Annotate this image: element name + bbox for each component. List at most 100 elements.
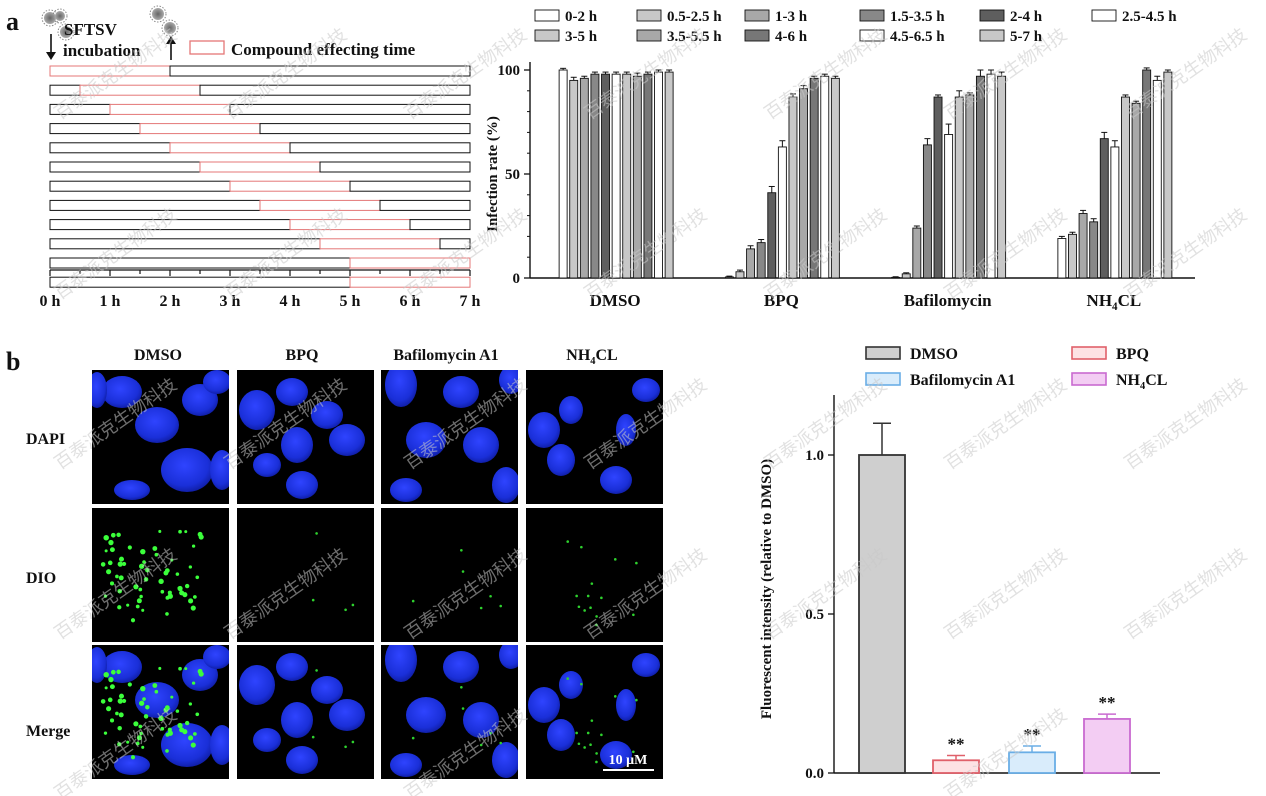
- fluorescent-puncta: [106, 569, 112, 575]
- fluorescent-puncta: [344, 608, 347, 612]
- fluorescent-puncta: [115, 711, 119, 716]
- bar-group: [1163, 69, 1173, 279]
- bar-group: [664, 69, 674, 279]
- bar-group: **: [1008, 725, 1056, 774]
- legend-swatch: [865, 346, 901, 360]
- legend-label: 2.5-4.5 h: [1122, 9, 1177, 25]
- fluorescent-puncta: [583, 746, 586, 749]
- micrograph-content: [311, 532, 355, 612]
- fluorescent-puncta: [489, 594, 492, 598]
- fluorescent-puncta: [160, 589, 165, 594]
- legend-swatch-effecting: [189, 40, 225, 55]
- fluorescent-puncta: [138, 563, 145, 569]
- bar: [558, 69, 568, 279]
- fluorescent-puncta: [188, 735, 194, 741]
- fluorescent-puncta: [197, 668, 203, 674]
- micrograph-content: [92, 370, 229, 500]
- bar-group: [579, 75, 589, 279]
- bar-group: [654, 69, 663, 279]
- bar: [891, 276, 901, 279]
- legend-swatch: [534, 29, 560, 42]
- bar: [569, 79, 579, 279]
- bar-group: [820, 73, 830, 279]
- legend-item: 4-6 h: [744, 29, 808, 45]
- fluorescent-puncta: [566, 540, 570, 543]
- bar-group: [735, 269, 745, 279]
- bar-group: [569, 76, 579, 279]
- legend-swatch: [534, 9, 560, 22]
- fluorescent-puncta: [158, 715, 164, 722]
- nucleus: [632, 378, 660, 402]
- fluorescent-puncta: [107, 697, 113, 703]
- nucleus: [499, 370, 518, 394]
- fluorescent-puncta: [104, 686, 108, 690]
- fluorescent-puncta: [136, 735, 142, 741]
- fluorescent-puncta: [108, 676, 114, 683]
- fluorescent-puncta: [479, 606, 483, 610]
- y-tick-label: 0.0: [805, 766, 824, 782]
- bar: [1089, 221, 1099, 279]
- fluorescent-puncta: [135, 741, 140, 746]
- fluorescent-puncta: [499, 604, 503, 608]
- nucleus: [406, 422, 446, 458]
- timeline-bar-post: [439, 238, 471, 250]
- bar: [799, 88, 809, 279]
- timeline-bar-post: [229, 103, 471, 115]
- fluorescent-puncta: [154, 689, 159, 694]
- fluorescent-puncta: [138, 724, 143, 729]
- legend-swatch: [979, 9, 1005, 22]
- legend-swatch: [859, 9, 885, 22]
- micrograph-content: [239, 653, 365, 774]
- bar-group: [611, 71, 621, 279]
- y-tick-label: 0: [513, 271, 521, 287]
- fluorescent-puncta: [109, 718, 115, 723]
- significance-label: **: [948, 735, 965, 754]
- timeline-row: [49, 199, 471, 211]
- fluorescent-puncta: [103, 594, 108, 598]
- timeline-bar-pre: [49, 161, 201, 173]
- timeline-bar-pre: [49, 180, 231, 192]
- timeline-bar-pre: [49, 199, 261, 211]
- micrograph-panel: [92, 645, 229, 779]
- y-tick-label: 1.0: [805, 448, 824, 464]
- nucleus: [161, 723, 213, 767]
- bar-group: [954, 90, 964, 279]
- bar-group: [1121, 94, 1130, 279]
- fluorescent-puncta: [595, 752, 598, 755]
- bar-group: [1089, 218, 1099, 279]
- legend-item: Bafilomycin A1: [865, 372, 1015, 389]
- bar-group: [912, 225, 922, 279]
- fluorescent-puncta: [188, 565, 192, 569]
- column-header: DMSO: [134, 347, 182, 364]
- timeline-row: [49, 219, 471, 231]
- fluorescent-puncta: [118, 575, 124, 581]
- bar-group: [933, 94, 943, 279]
- bar-group: [830, 75, 840, 279]
- nucleus: [600, 466, 632, 494]
- legend-label: 2-4 h: [1010, 9, 1043, 25]
- nucleus: [276, 378, 308, 406]
- fluorescent-puncta: [117, 588, 122, 594]
- legend-label: 0-2 h: [565, 9, 598, 25]
- bar: [954, 96, 964, 279]
- legend-label: 4.5-6.5 h: [890, 29, 945, 45]
- fluorescent-puncta: [142, 697, 146, 701]
- legend-swatch: [859, 29, 885, 42]
- fluorescent-puncta: [566, 677, 570, 680]
- bar-group: [746, 245, 756, 279]
- fluorescent-puncta: [351, 740, 355, 744]
- y-tick-label: 100: [498, 63, 521, 79]
- nucleus: [276, 653, 308, 681]
- fluorescent-puncta: [460, 548, 463, 552]
- timeline-bar-effect: [139, 123, 261, 135]
- nucleus: [286, 746, 318, 774]
- timeline-bar-effect: [319, 238, 441, 250]
- fluorescent-puncta: [145, 568, 150, 573]
- timeline-schematic: [49, 65, 471, 288]
- legend-item: 2-4 h: [979, 9, 1043, 25]
- bar-group: [724, 275, 734, 279]
- nucleus: [406, 697, 446, 733]
- fluorescent-puncta: [613, 695, 617, 698]
- fluorescent-puncta: [170, 695, 174, 699]
- legend-label: 3.5-5.5 h: [667, 29, 722, 45]
